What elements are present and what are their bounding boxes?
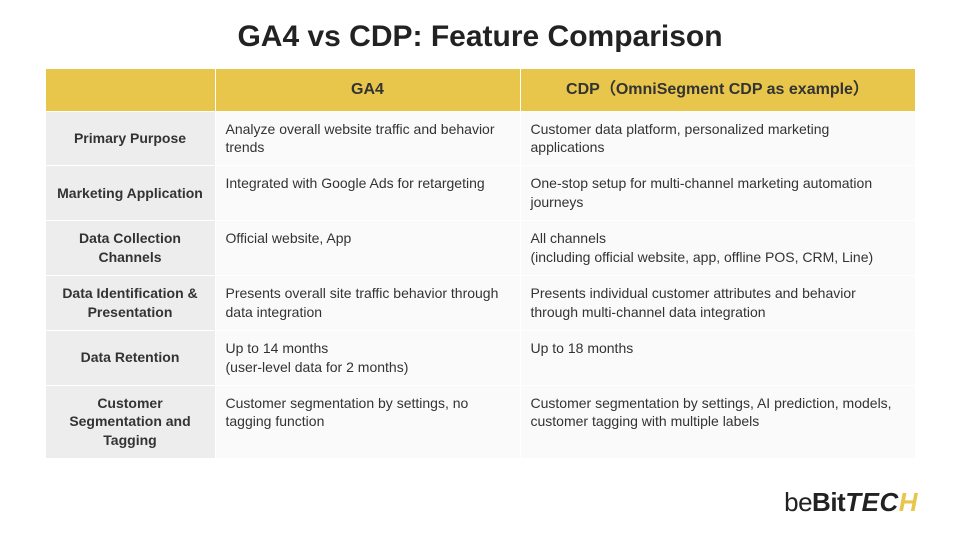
logo-part-4: H [899, 487, 918, 517]
cell-cdp: One-stop setup for multi-channel marketi… [520, 166, 915, 221]
table-row: Data Retention Up to 14 months(user-leve… [45, 330, 915, 385]
cell-ga4: Official website, App [215, 221, 520, 276]
header-blank [45, 69, 215, 112]
logo-part-2: Bit [812, 487, 845, 517]
table-row: Data Identification & Presentation Prese… [45, 275, 915, 330]
cell-ga4: Up to 14 months(user-level data for 2 mo… [215, 330, 520, 385]
cell-ga4: Customer segmentation by settings, no ta… [215, 385, 520, 459]
cell-cdp: Customer segmentation by settings, AI pr… [520, 385, 915, 459]
row-label: Marketing Application [45, 166, 215, 221]
cell-ga4: Integrated with Google Ads for retargeti… [215, 166, 520, 221]
table-row: Marketing Application Integrated with Go… [45, 166, 915, 221]
comparison-table: GA4 CDP（OmniSegment CDP as example） Prim… [45, 68, 916, 459]
table-row: Data Collection Channels Official websit… [45, 221, 915, 276]
table-row: Customer Segmentation and Tagging Custom… [45, 385, 915, 459]
cell-cdp: Customer data platform, personalized mar… [520, 111, 915, 166]
table-row: Primary Purpose Analyze overall website … [45, 111, 915, 166]
row-label: Customer Segmentation and Tagging [45, 385, 215, 459]
table-body: Primary Purpose Analyze overall website … [45, 111, 915, 459]
row-label: Data Retention [45, 330, 215, 385]
logo-part-1: be [784, 487, 812, 517]
cell-ga4: Presents overall site traffic behavior t… [215, 275, 520, 330]
cell-cdp: All channels(including official website,… [520, 221, 915, 276]
header-ga4: GA4 [215, 69, 520, 112]
row-label: Primary Purpose [45, 111, 215, 166]
table-header-row: GA4 CDP（OmniSegment CDP as example） [45, 69, 915, 112]
brand-logo: beBitTECH [784, 487, 918, 518]
page-title: GA4 vs CDP: Feature Comparison [0, 0, 960, 68]
header-cdp: CDP（OmniSegment CDP as example） [520, 69, 915, 112]
logo-part-3: TEC [845, 487, 899, 517]
row-label: Data Collection Channels [45, 221, 215, 276]
cell-ga4: Analyze overall website traffic and beha… [215, 111, 520, 166]
row-label: Data Identification & Presentation [45, 275, 215, 330]
cell-cdp: Presents individual customer attributes … [520, 275, 915, 330]
cell-cdp: Up to 18 months [520, 330, 915, 385]
